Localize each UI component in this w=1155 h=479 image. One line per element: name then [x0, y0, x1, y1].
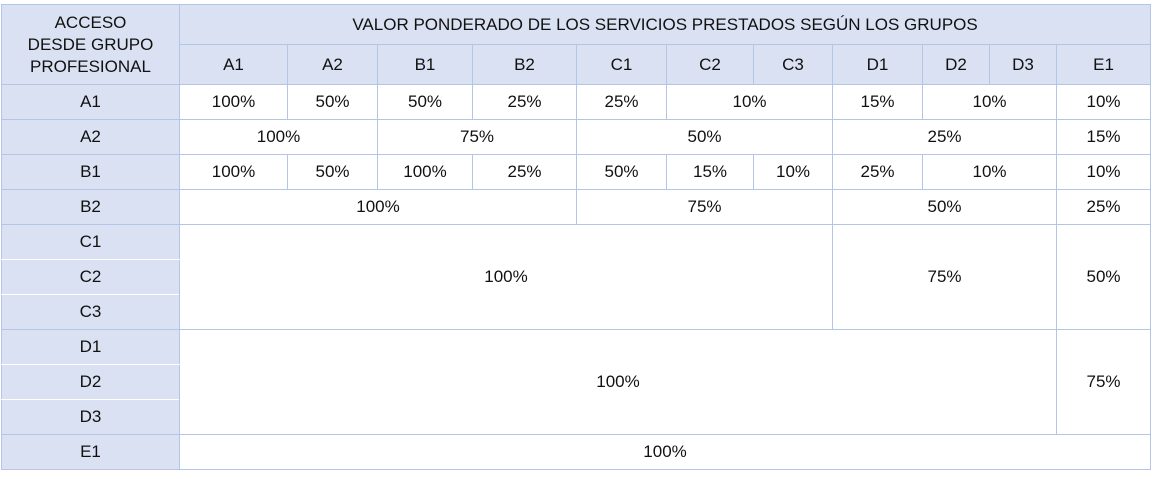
- table-cell: 25%: [832, 119, 1057, 155]
- table-cell: 10%: [1055, 84, 1152, 120]
- table-cell: 10%: [1055, 154, 1152, 190]
- column-header-b1: B1: [377, 44, 473, 85]
- row-header-d2: D2: [1, 364, 180, 400]
- corner-header: ACCESO DESDE GRUPO PROFESIONAL: [1, 4, 180, 85]
- table-cell: 100%: [179, 84, 288, 120]
- column-header-c1: C1: [576, 44, 667, 85]
- weighted-services-table: ACCESO DESDE GRUPO PROFESIONAL VALOR PON…: [1, 4, 1152, 470]
- corner-header-line-3: PROFESIONAL: [30, 56, 151, 76]
- table-cell: 50%: [377, 84, 473, 120]
- column-header-d2: D2: [922, 44, 990, 85]
- table-cell: 10%: [922, 154, 1057, 190]
- table-cell: 50%: [287, 84, 378, 120]
- row-header-c1: C1: [1, 224, 180, 260]
- table-cell: 50%: [1055, 224, 1152, 330]
- table-cell: 100%: [179, 189, 577, 225]
- table-cell: 100%: [179, 329, 1057, 435]
- table-cell: 15%: [1055, 119, 1152, 155]
- table-cell: 100%: [377, 154, 473, 190]
- table-row: A2 100% 75% 50% 25% 15%: [1, 119, 1152, 155]
- table-cell: 10%: [666, 84, 833, 120]
- table-cell: 75%: [1055, 329, 1152, 435]
- table-row: C2: [1, 259, 1151, 295]
- table-row: E1 100%: [1, 434, 1152, 470]
- row-header-b2: B2: [1, 189, 180, 225]
- table-cell: 50%: [287, 154, 378, 190]
- table-cell: 25%: [1055, 189, 1152, 225]
- table-cell: 100%: [178, 434, 1152, 470]
- corner-header-line-2: DESDE GRUPO: [27, 34, 154, 54]
- table-row: C3: [1, 294, 1151, 330]
- table-row: B2 100% 75% 50% 25%: [1, 189, 1152, 225]
- table-cell: 25%: [472, 84, 577, 120]
- table-cell: 75%: [377, 119, 577, 155]
- table-row: B1 100% 50% 100% 25% 50% 15% 10% 25% 10%…: [1, 154, 1152, 190]
- row-header-e1: E1: [1, 434, 180, 470]
- row-header-d3: D3: [1, 399, 180, 435]
- table-cell: 10%: [922, 84, 1057, 120]
- row-header-b1: B1: [1, 154, 180, 190]
- table-cell: 75%: [832, 224, 1057, 330]
- table-cell: 15%: [666, 154, 754, 190]
- row-header-a2: A2: [1, 119, 180, 155]
- table-cell: 15%: [832, 84, 923, 120]
- table-cell: 25%: [576, 84, 667, 120]
- table-cell: 50%: [576, 154, 667, 190]
- table-row: A1 100% 50% 50% 25% 25% 10% 15% 10% 10%: [1, 84, 1152, 120]
- column-header-e1: E1: [1055, 44, 1152, 85]
- table-row: D1 100% 75%: [1, 329, 1152, 435]
- table-title: VALOR PONDERADO DE LOS SERVICIOS PRESTAD…: [178, 4, 1152, 45]
- row-header-c3: C3: [1, 294, 180, 330]
- column-header-c3: C3: [753, 44, 833, 85]
- table-row: C1 100% 75% 50%: [1, 224, 1152, 330]
- column-header-c2: C2: [666, 44, 754, 85]
- column-header-a2: A2: [287, 44, 378, 85]
- column-header-d1: D1: [832, 44, 923, 85]
- row-header-d1: D1: [1, 329, 180, 365]
- table-cell: 25%: [472, 154, 577, 190]
- table-cell: 10%: [753, 154, 833, 190]
- corner-header-line-1: ACCESO: [54, 12, 127, 32]
- table-cell: 25%: [832, 154, 923, 190]
- table-cell: 50%: [832, 189, 1057, 225]
- table-cell: 100%: [179, 224, 833, 330]
- table-cell: 100%: [179, 154, 288, 190]
- table-cell: 100%: [179, 119, 378, 155]
- column-header-a1: A1: [179, 44, 288, 85]
- column-header-d3: D3: [989, 44, 1057, 85]
- row-header-c2: C2: [1, 259, 180, 295]
- column-header-b2: B2: [472, 44, 577, 85]
- row-header-a1: A1: [1, 84, 180, 120]
- table-cell: 50%: [576, 119, 833, 155]
- table-row: D3: [1, 399, 1151, 435]
- table-cell: 75%: [576, 189, 833, 225]
